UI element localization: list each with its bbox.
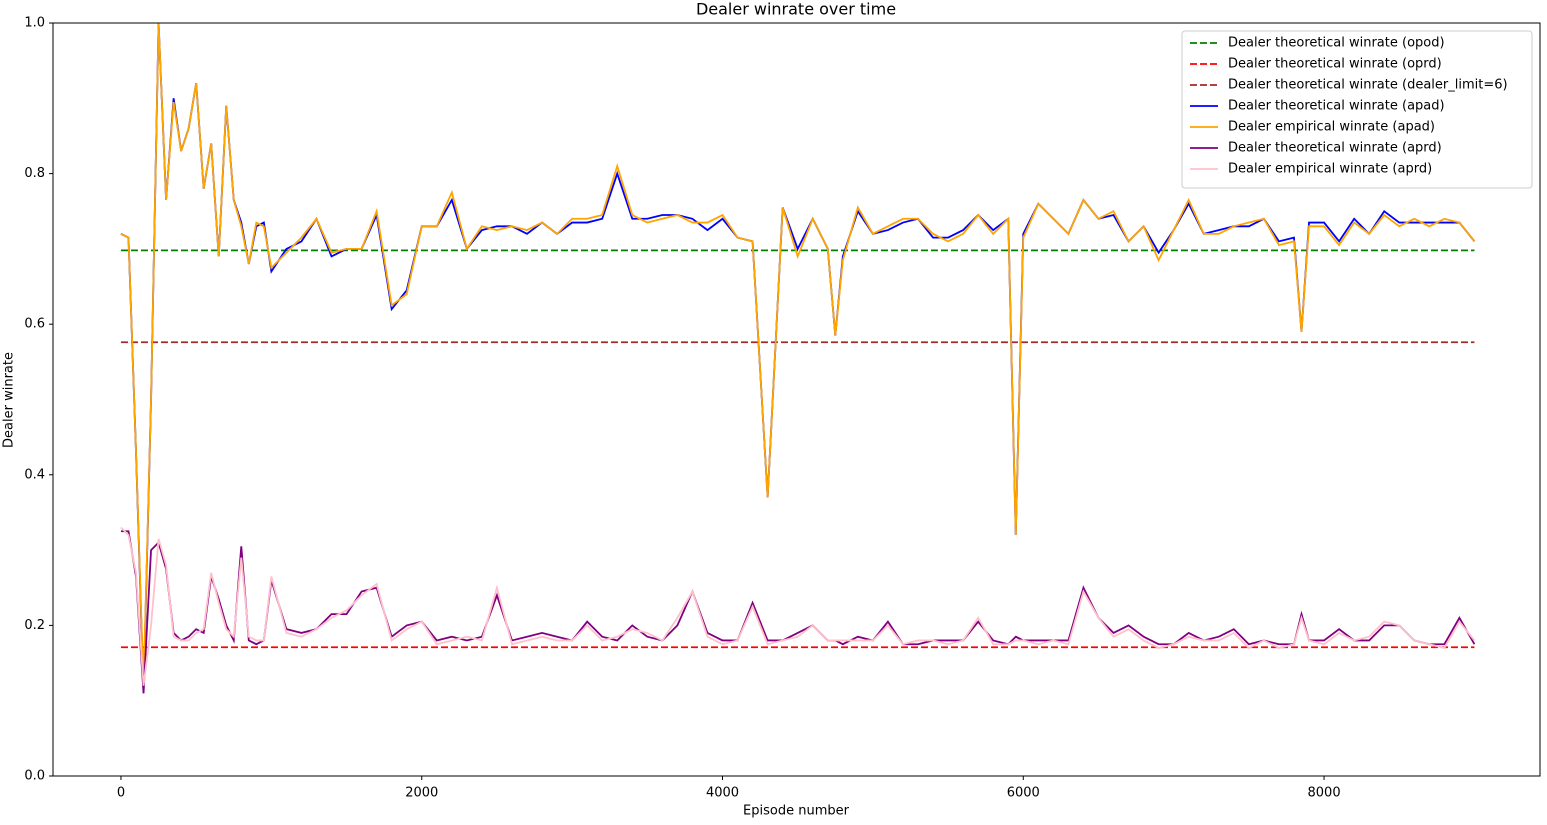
- legend-box: [1181, 30, 1533, 189]
- legend-label: Dealer empirical winrate (aprd): [1228, 162, 1432, 177]
- y-tick-label: 0.2: [24, 618, 45, 633]
- x-tick-label: 2000: [405, 786, 438, 801]
- legend-label: Dealer theoretical winrate (oprd): [1228, 57, 1442, 72]
- x-axis-label: Episode number: [743, 804, 850, 819]
- x-tick-label: 0: [117, 786, 125, 801]
- legend-label: Dealer theoretical winrate (apad): [1228, 99, 1445, 114]
- y-tick-label: 0.0: [24, 769, 45, 784]
- legend-label: Dealer theoretical winrate (opod): [1228, 36, 1445, 51]
- x-tick-label: 4000: [706, 786, 739, 801]
- y-tick-label: 0.8: [24, 166, 45, 181]
- plot-frame: [52, 22, 1541, 777]
- legend-label: Dealer empirical winrate (apad): [1228, 120, 1435, 135]
- data-line: [120, 22, 1476, 686]
- y-tick-label: 1.0: [24, 16, 45, 31]
- legend-label: Dealer theoretical winrate (aprd): [1228, 141, 1442, 156]
- legend-label: Dealer theoretical winrate (dealer_limit…: [1228, 78, 1508, 93]
- x-tick-label: 6000: [1007, 786, 1040, 801]
- chart-title: Dealer winrate over time: [696, 0, 896, 19]
- x-tick-label: 8000: [1308, 786, 1341, 801]
- y-tick-label: 0.6: [24, 317, 45, 332]
- y-tick-label: 0.4: [24, 467, 45, 482]
- data-line: [120, 526, 1476, 686]
- legend: Dealer theoretical winrate (opod) Dealer …: [1181, 30, 1533, 189]
- y-axis-label: Dealer winrate: [2, 352, 17, 448]
